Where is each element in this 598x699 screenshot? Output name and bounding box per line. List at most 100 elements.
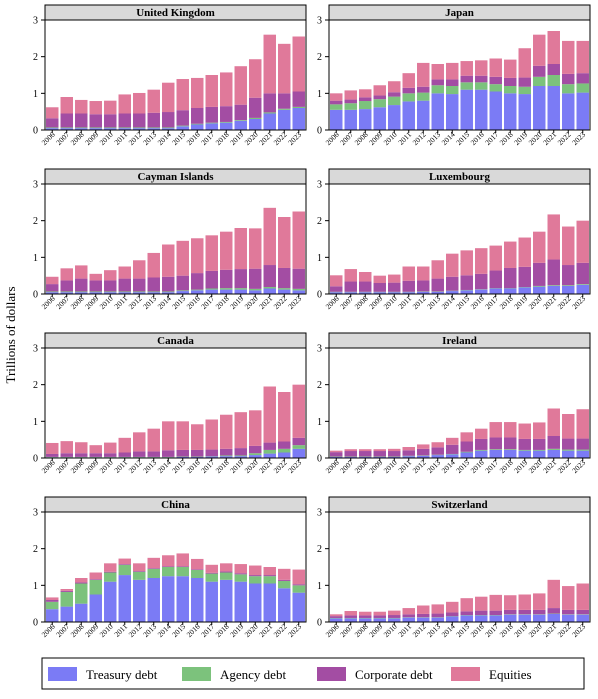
bar-japan-equities-2014: [446, 62, 459, 80]
x-tick-label: 2006: [40, 130, 57, 147]
x-tick-label: 2008: [353, 130, 370, 147]
x-tick-label: 2007: [54, 458, 71, 475]
bar-ireland-treasury-debt-2012: [417, 455, 430, 458]
bar-luxembourg-equities-2017: [489, 245, 502, 271]
bar-canada-corporate-debt-2007: [60, 453, 73, 457]
x-tick-label: 2009: [367, 622, 384, 639]
y-tick-label: 0: [317, 618, 322, 629]
bar-united-kingdom-equities-2009: [89, 101, 102, 115]
bar-switzerland-equities-2013: [431, 604, 444, 614]
bar-luxembourg-equities-2012: [417, 266, 430, 281]
bar-ireland-treasury-debt-2017: [489, 449, 502, 458]
bar-cayman-islands-treasury-debt-2008: [75, 292, 88, 294]
panel-title: China: [161, 499, 190, 511]
bar-canada-equities-2018: [220, 414, 233, 449]
bar-luxembourg-treasury-debt-2011: [402, 292, 415, 294]
bar-united-kingdom-agency-debt-2016: [191, 123, 204, 125]
bar-japan-equities-2007: [344, 90, 357, 100]
x-tick-label: 2011: [112, 622, 129, 639]
bar-luxembourg-corporate-debt-2015: [460, 275, 473, 290]
bar-cayman-islands-treasury-debt-2011: [118, 292, 131, 294]
bar-luxembourg-corporate-debt-2010: [388, 282, 401, 292]
bar-cayman-islands-agency-debt-2017: [205, 288, 218, 290]
bar-cayman-islands-agency-debt-2014: [162, 291, 175, 293]
x-tick-label: 2007: [338, 622, 355, 639]
plot-frame: [44, 347, 307, 459]
x-tick-label: 2018: [498, 458, 515, 475]
x-tick-label: 2017: [199, 294, 216, 311]
x-tick-label: 2013: [141, 130, 158, 147]
x-tick-label: 2007: [338, 294, 355, 311]
bar-china-corporate-debt-2021: [263, 575, 276, 577]
bar-japan-corporate-debt-2019: [518, 77, 531, 87]
bar-cayman-islands-equities-2013: [147, 252, 160, 278]
bar-united-kingdom-agency-debt-2019: [234, 120, 247, 121]
bar-switzerland-treasury-debt-2020: [533, 614, 546, 622]
x-tick-label: 2017: [483, 622, 500, 639]
bar-switzerland-corporate-debt-2021: [547, 608, 560, 614]
legend-swatch-treasury-debt: [48, 667, 77, 681]
bar-cayman-islands-corporate-debt-2006: [46, 284, 59, 292]
bar-japan-agency-debt-2017: [489, 84, 502, 92]
bar-united-kingdom-corporate-debt-2014: [162, 112, 175, 128]
x-tick-label: 2009: [367, 130, 384, 147]
plot-area: [45, 348, 306, 458]
bar-ireland-agency-debt-2019: [518, 449, 531, 451]
panel-title: Ireland: [442, 335, 477, 347]
x-tick-label: 2014: [440, 294, 457, 311]
bar-china-corporate-debt-2007: [60, 590, 73, 592]
bar-china-corporate-debt-2014: [162, 566, 175, 567]
bar-ireland-equities-2007: [344, 449, 357, 452]
bar-ireland-equities-2015: [460, 432, 473, 442]
bar-japan-corporate-debt-2016: [475, 75, 488, 83]
x-tick-label: 2008: [69, 458, 86, 475]
bar-united-kingdom-treasury-debt-2019: [234, 120, 247, 130]
bar-japan-treasury-debt-2007: [344, 109, 357, 130]
y-tick-label: 1: [33, 417, 38, 428]
x-tick-label: 2020: [527, 622, 544, 639]
x-tick-label: 2011: [112, 458, 129, 475]
bar-canada-equities-2010: [104, 442, 117, 454]
x-tick-label: 2015: [454, 458, 471, 475]
bar-united-kingdom-agency-debt-2010: [104, 127, 117, 129]
x-tick-label: 2017: [483, 130, 500, 147]
x-tick-label: 2011: [396, 294, 413, 311]
bar-canada-treasury-debt-2018: [220, 456, 233, 458]
x-tick-label: 2015: [170, 622, 187, 639]
x-tick-label: 2021: [541, 130, 558, 147]
bar-united-kingdom-corporate-debt-2008: [75, 113, 88, 128]
x-tick-label: 2012: [411, 294, 428, 311]
x-tick-label: 2011: [396, 622, 413, 639]
bar-luxembourg-equities-2016: [475, 248, 488, 274]
bar-united-kingdom-equities-2006: [46, 107, 59, 119]
x-tick-label: 2020: [243, 294, 260, 311]
x-tick-label: 2008: [353, 294, 370, 311]
x-tick-label: 2018: [498, 130, 515, 147]
bar-luxembourg-treasury-debt-2015: [460, 290, 473, 294]
bar-cayman-islands-treasury-debt-2022: [278, 289, 291, 294]
bar-china-equities-2008: [75, 578, 88, 583]
y-tick-label: 2: [33, 380, 38, 391]
bar-united-kingdom-corporate-debt-2016: [191, 108, 204, 124]
bar-canada-corporate-debt-2010: [104, 453, 117, 457]
bar-japan-agency-debt-2013: [431, 85, 444, 94]
x-tick-label: 2013: [141, 622, 158, 639]
bar-cayman-islands-equities-2012: [133, 260, 146, 279]
bar-ireland-corporate-debt-2018: [504, 437, 517, 450]
x-tick-label: 2019: [228, 458, 245, 475]
bar-united-kingdom-agency-debt-2007: [60, 127, 73, 129]
bar-united-kingdom-agency-debt-2011: [118, 127, 131, 129]
bar-canada-agency-debt-2023: [292, 445, 305, 449]
x-tick-label: 2006: [324, 294, 341, 311]
x-tick-label: 2007: [54, 130, 71, 147]
bar-china-equities-2007: [60, 589, 73, 591]
bar-japan-equities-2022: [562, 40, 575, 74]
x-tick-label: 2022: [556, 622, 573, 639]
x-tick-label: 2018: [498, 294, 515, 311]
x-tick-label: 2021: [541, 294, 558, 311]
x-tick-label: 2017: [199, 622, 216, 639]
panel-title: Cayman Islands: [137, 171, 214, 183]
bar-japan-corporate-debt-2011: [402, 87, 415, 94]
panel-china: China01232006200720082009201020112012201…: [33, 496, 307, 639]
bar-luxembourg-corporate-debt-2020: [533, 262, 546, 286]
